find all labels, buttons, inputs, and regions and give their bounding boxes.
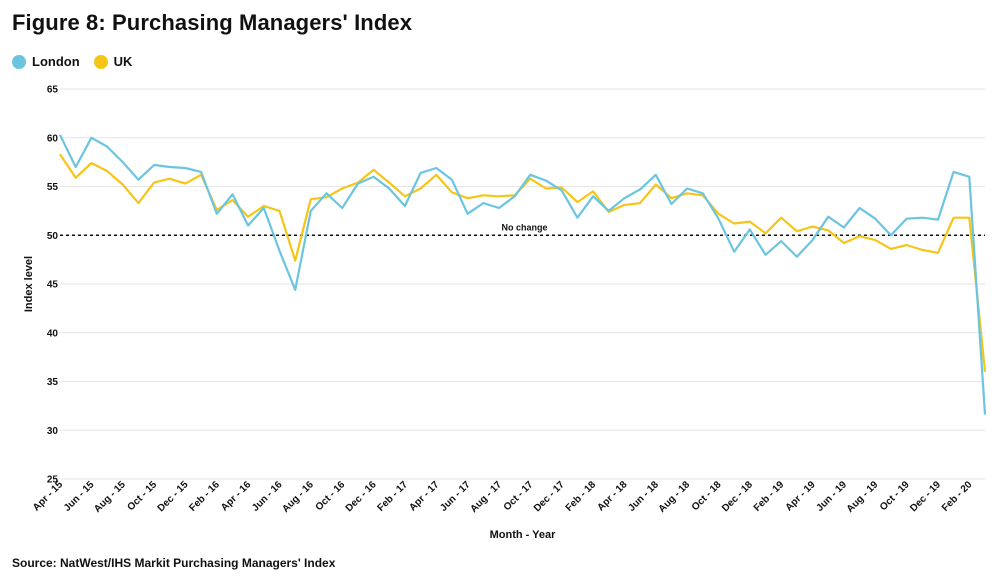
chart-title: Figure 8: Purchasing Managers' Index xyxy=(12,10,413,35)
grid-layer xyxy=(60,88,985,480)
legend-item-uk[interactable]: UK xyxy=(93,54,133,69)
uk-swatch-icon xyxy=(93,54,108,69)
series-line-london[interactable] xyxy=(59,134,987,415)
london-swatch-icon xyxy=(12,54,26,69)
x-tick-label: Feb - 20 xyxy=(940,479,975,514)
x-tick-label: Oct - 15 xyxy=(125,479,159,513)
x-tick-label: Jun - 19 xyxy=(815,479,850,514)
legend-label-london: London xyxy=(32,54,80,69)
x-tick-label: Feb - 16 xyxy=(187,479,222,514)
x-tick-label: Oct - 18 xyxy=(690,479,724,513)
x-tick-label: Feb - 18 xyxy=(564,479,599,514)
y-tick-label: 25 xyxy=(47,475,59,486)
y-tick-label: 55 xyxy=(47,182,59,193)
x-tick-label: Dec - 17 xyxy=(532,479,567,514)
y-tick-labels: 25 30 35 40 45 50 55 60 65 xyxy=(47,85,59,486)
x-tick-label: Oct - 19 xyxy=(878,479,912,513)
x-tick-label: Aug - 15 xyxy=(92,479,128,515)
x-tick-label: Jun - 17 xyxy=(438,479,473,514)
x-tick-label: Apr - 17 xyxy=(407,479,441,513)
x-tick-label: Dec - 18 xyxy=(720,479,755,514)
legend: London UK xyxy=(12,54,132,69)
no-change-label: No change xyxy=(501,222,547,232)
x-tick-label: Apr - 19 xyxy=(784,479,818,513)
x-tick-label: Jun - 16 xyxy=(250,479,285,514)
x-tick-label: Jun - 15 xyxy=(62,479,97,514)
legend-item-london[interactable]: London xyxy=(12,54,80,69)
x-tick-label: Apr - 18 xyxy=(595,479,629,513)
y-tick-label: 45 xyxy=(47,280,59,291)
x-tick-label: Aug - 19 xyxy=(845,479,881,515)
x-tick-label: Aug - 16 xyxy=(280,479,316,515)
y-tick-label: 60 xyxy=(47,133,59,144)
x-tick-label: Dec - 15 xyxy=(156,479,191,514)
x-tick-label: Apr - 16 xyxy=(219,479,253,513)
x-tick-label: Feb - 19 xyxy=(752,479,787,514)
x-tick-label: Aug - 18 xyxy=(657,479,693,515)
x-tick-label: Dec - 16 xyxy=(344,479,379,514)
y-tick-label: 35 xyxy=(47,377,59,388)
x-tick-label: Oct - 16 xyxy=(314,479,348,513)
series-layer xyxy=(59,134,987,415)
x-axis-title: Month - Year xyxy=(490,529,557,541)
y-tick-label: 40 xyxy=(47,328,59,339)
source-note: Source: NatWest/IHS Markit Purchasing Ma… xyxy=(12,556,336,570)
reference-layer: No change xyxy=(60,222,985,237)
x-tick-label: Feb - 17 xyxy=(376,479,411,514)
x-tick-label: Jun - 18 xyxy=(626,479,661,514)
x-tick-label: Aug - 17 xyxy=(468,479,504,515)
legend-label-uk: UK xyxy=(113,54,133,69)
y-tick-label: 65 xyxy=(47,85,59,96)
x-tick-label: Dec - 19 xyxy=(908,479,943,514)
y-axis-title: Index level xyxy=(23,256,35,312)
x-tick-label: Oct - 17 xyxy=(502,479,536,513)
y-tick-label: 30 xyxy=(47,426,59,437)
y-tick-label: 50 xyxy=(47,231,59,242)
